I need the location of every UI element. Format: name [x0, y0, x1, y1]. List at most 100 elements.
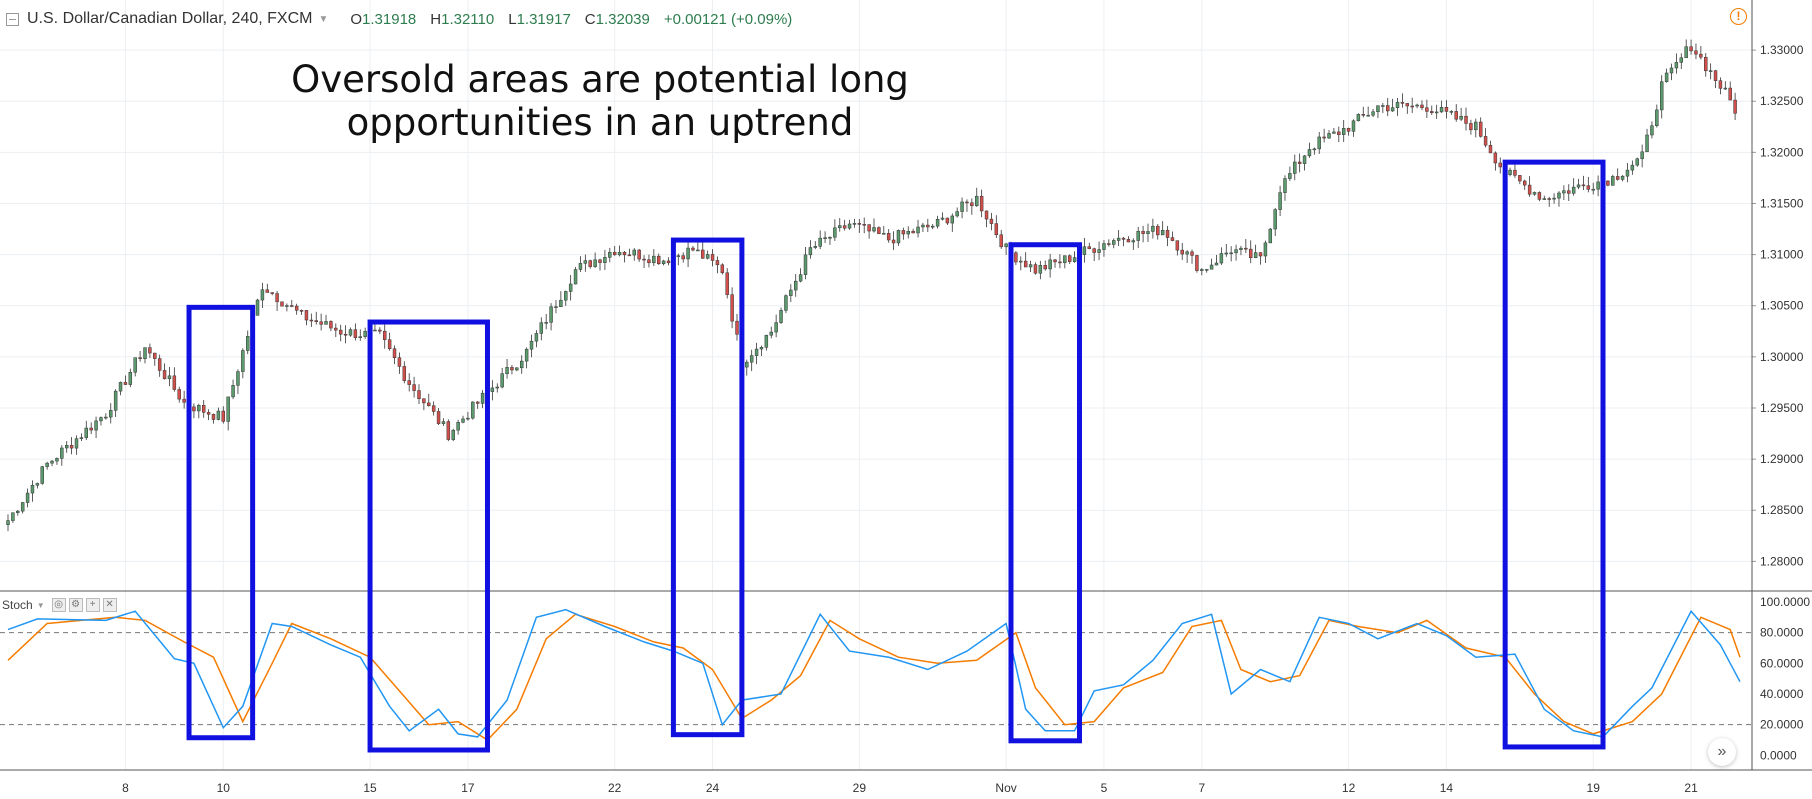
oversold-box-layer	[186, 159, 1606, 753]
symbol-title[interactable]: U.S. Dollar/Canadian Dollar, 240, FXCM	[27, 10, 313, 27]
candle-up-body	[1214, 262, 1219, 266]
candle	[1072, 251, 1077, 263]
candle-down-body	[1156, 225, 1160, 236]
candle-up-body	[578, 263, 583, 270]
oversold-highlight-box	[367, 319, 490, 753]
candle-up-body	[524, 348, 529, 362]
candle	[1229, 246, 1233, 262]
candle-up-body	[1390, 107, 1395, 112]
candle	[647, 254, 651, 268]
candle	[578, 256, 583, 273]
candle	[211, 413, 216, 424]
candle-down-body	[1728, 87, 1732, 101]
close-icon[interactable]: ✕	[102, 598, 117, 612]
candle	[1004, 242, 1008, 255]
candle	[529, 334, 534, 358]
candle-down-body	[280, 301, 284, 307]
candle	[1635, 157, 1639, 167]
settings-icon[interactable]: ⚙	[68, 598, 83, 612]
candle-down-body	[422, 398, 426, 404]
candle-down-body	[1195, 255, 1199, 271]
candle	[294, 303, 299, 315]
candle	[1376, 105, 1380, 119]
candle-up-body	[133, 357, 137, 373]
stoch-tick-label: 20.0000	[1760, 718, 1804, 732]
stoch-tick-label: 80.0000	[1760, 626, 1804, 640]
candle-down-body	[1180, 249, 1184, 255]
candle-down-body	[221, 410, 225, 422]
price-tick-label: 1.32000	[1760, 145, 1804, 159]
candle	[1337, 126, 1341, 143]
candle	[1478, 117, 1483, 138]
time-tick-label: Nov	[995, 781, 1016, 795]
candle-up-body	[20, 502, 25, 512]
collapse-icon[interactable]	[6, 12, 19, 26]
candle-up-body	[1381, 105, 1385, 107]
candle-up-body	[872, 227, 876, 232]
candle	[1146, 223, 1150, 242]
candle	[842, 219, 847, 231]
chevron-down-icon[interactable]: ▼	[36, 600, 45, 610]
candle-down-body	[153, 352, 157, 359]
candle	[1449, 110, 1454, 115]
candle-up-body	[1371, 111, 1375, 116]
candle-up-body	[652, 255, 656, 264]
candle	[1087, 242, 1091, 250]
candle-down-body	[1513, 169, 1517, 176]
candle	[1278, 185, 1282, 216]
candle-down-body	[1488, 144, 1493, 154]
candle	[1302, 155, 1307, 171]
candle	[89, 422, 93, 435]
candle	[1107, 239, 1111, 247]
candle	[241, 348, 245, 379]
candle-down-body	[1410, 105, 1414, 108]
candle	[1019, 256, 1023, 271]
candle	[911, 228, 915, 234]
visibility-icon[interactable]: ◎	[51, 598, 66, 612]
scroll-to-realtime-icon[interactable]: »	[1708, 738, 1736, 766]
candle-down-body	[1518, 175, 1522, 182]
candle-up-body	[779, 310, 783, 323]
ohlc-open-value: 1.31918	[362, 10, 417, 28]
candle	[720, 263, 725, 275]
candle	[55, 457, 59, 465]
candle	[1063, 255, 1067, 269]
candle	[290, 299, 294, 308]
candle	[236, 369, 240, 395]
candle	[1386, 98, 1390, 117]
candle-down-body	[1087, 246, 1091, 249]
more-icon[interactable]: +	[85, 598, 100, 612]
candle-up-body	[1611, 176, 1615, 186]
candle	[1268, 228, 1273, 244]
candle-down-body	[720, 264, 725, 274]
candle-down-body	[730, 294, 734, 322]
candle-down-body	[1581, 184, 1586, 187]
candle	[1156, 224, 1160, 240]
alert-icon[interactable]: !	[1730, 8, 1747, 25]
time-tick-label: 10	[217, 781, 231, 795]
candle-up-body	[1415, 104, 1419, 107]
candle-up-body	[1669, 67, 1674, 74]
candle-down-body	[1567, 190, 1571, 194]
candle-up-body	[896, 230, 901, 244]
candle	[877, 226, 881, 235]
candle-down-body	[309, 319, 314, 322]
candle-down-body	[157, 358, 162, 371]
candle-up-body	[930, 225, 935, 228]
candle	[1307, 142, 1312, 158]
candle	[539, 317, 544, 341]
candle	[1527, 176, 1532, 197]
candle	[774, 314, 778, 338]
annotation-line-1: Oversold areas are potential long	[291, 58, 909, 101]
candle	[118, 381, 123, 396]
chevron-down-icon[interactable]: ▼	[318, 13, 329, 25]
candle	[808, 240, 813, 259]
candle-down-body	[270, 292, 274, 294]
time-tick-label: 12	[1342, 781, 1356, 795]
candle-up-body	[1332, 131, 1336, 134]
stochastic-label[interactable]: Stoch	[2, 598, 33, 612]
candle	[793, 274, 798, 297]
candle-up-body	[1532, 192, 1537, 195]
